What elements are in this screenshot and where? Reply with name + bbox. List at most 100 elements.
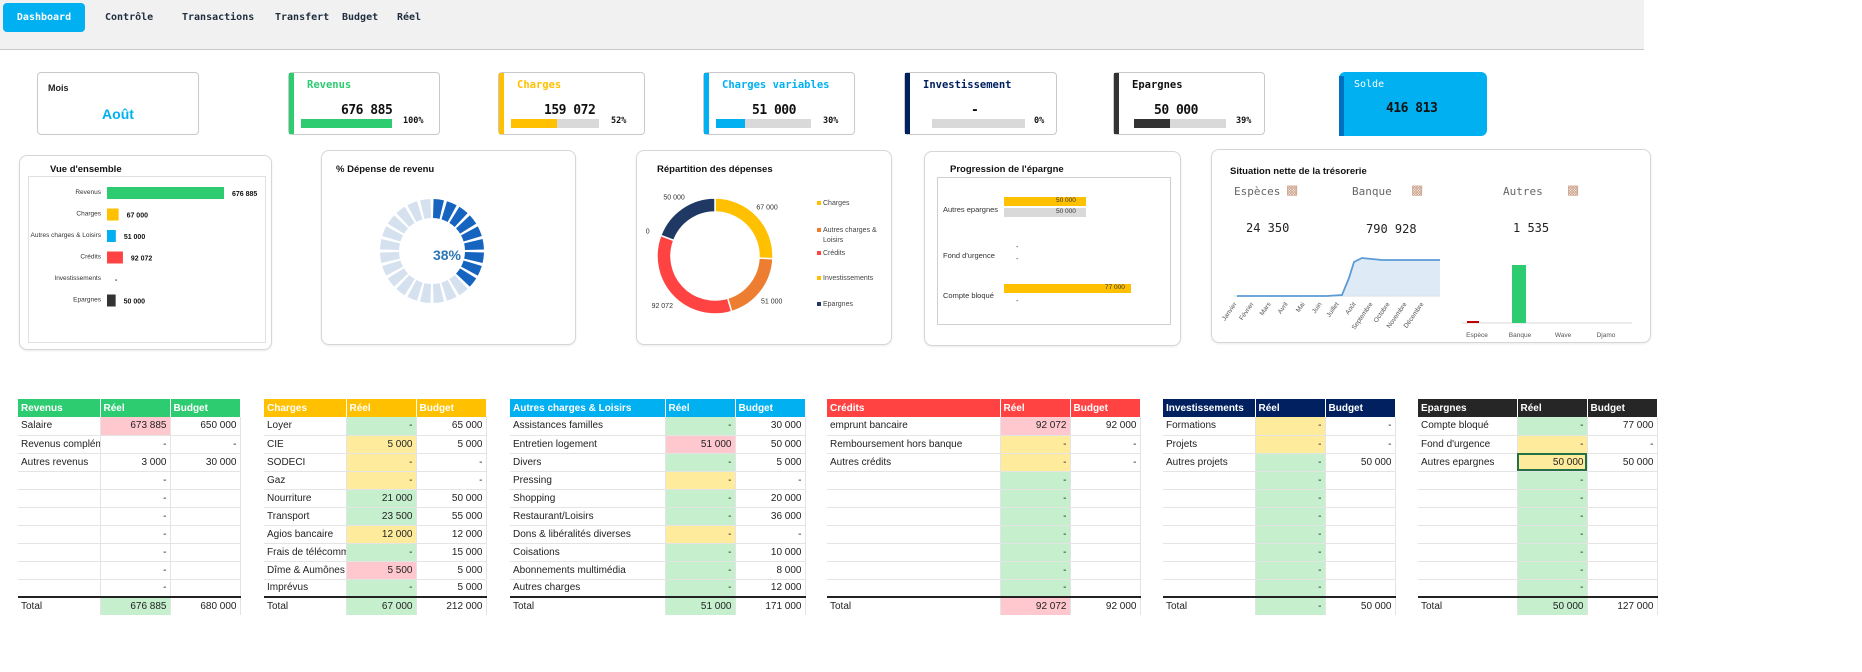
table-cell[interactable]: SODECI (264, 453, 347, 472)
table-cell[interactable]: 92 000 (1070, 417, 1141, 436)
kpi-card-investissement[interactable]: Investissement - 0% (904, 72, 1057, 135)
table-cell[interactable] (1163, 543, 1256, 562)
table-cell[interactable]: 5 000 (416, 561, 487, 580)
table-cell[interactable]: Assistances familles (510, 417, 666, 436)
table-cell[interactable]: Loyer (264, 417, 347, 436)
table-cell[interactable]: Coisations (510, 543, 666, 562)
table-total-cell[interactable]: Total (18, 596, 101, 615)
table-cell[interactable]: Formations (1163, 417, 1256, 436)
table-cell[interactable]: - (665, 417, 736, 436)
table-cell[interactable] (1163, 525, 1256, 544)
table-cell[interactable]: 51 000 (665, 435, 736, 454)
table-cell[interactable]: - (100, 525, 171, 544)
table-cell[interactable]: - (665, 453, 736, 472)
table-cell[interactable] (1587, 561, 1658, 580)
table-cell[interactable]: - (1255, 543, 1326, 562)
table-cell[interactable]: - (416, 453, 487, 472)
table-cell[interactable]: - (346, 543, 417, 562)
table-cell[interactable]: 10 000 (735, 543, 806, 562)
table-cell[interactable] (1325, 507, 1396, 526)
table-cell[interactable]: 12 000 (735, 579, 806, 598)
table-cell[interactable]: - (1517, 579, 1588, 598)
table-cell[interactable]: - (1000, 507, 1071, 526)
table-cell[interactable]: - (1000, 561, 1071, 580)
table-cell[interactable]: - (100, 543, 171, 562)
table-cell[interactable]: - (346, 471, 417, 490)
table-cell[interactable]: - (665, 471, 736, 490)
table-total-cell[interactable]: Total (264, 596, 347, 615)
table-cell[interactable]: - (1587, 435, 1658, 454)
table-cell[interactable] (1163, 489, 1256, 508)
table-cell[interactable]: 55 000 (416, 507, 487, 526)
table-cell[interactable]: 15 000 (416, 543, 487, 562)
table-cell[interactable]: Divers (510, 453, 666, 472)
table-cell[interactable]: emprunt bancaire (827, 417, 1001, 436)
kpi-card-revenus[interactable]: Revenus 676 885 100% (288, 72, 440, 135)
table-cell[interactable]: Nourriture (264, 489, 347, 508)
table-cell[interactable] (1587, 489, 1658, 508)
table-cell[interactable]: - (170, 435, 241, 454)
table-cell[interactable] (1070, 471, 1141, 490)
table-cell[interactable]: Projets (1163, 435, 1256, 454)
table-cell[interactable]: - (1000, 435, 1071, 454)
table-total-cell[interactable]: Total (1163, 596, 1256, 615)
table-total-cell[interactable]: Total (827, 596, 1001, 615)
table-cell[interactable] (1418, 507, 1518, 526)
table-cell[interactable] (170, 579, 241, 598)
table-cell[interactable] (1587, 543, 1658, 562)
table-cell[interactable]: - (1255, 453, 1326, 472)
table-cell[interactable] (1070, 489, 1141, 508)
table-cell[interactable]: - (735, 471, 806, 490)
table-cell[interactable]: - (1517, 435, 1588, 454)
table-cell[interactable]: Frais de télécomm (264, 543, 347, 562)
table-cell[interactable]: - (346, 417, 417, 436)
table-cell[interactable]: 65 000 (416, 417, 487, 436)
table-cell[interactable]: - (100, 489, 171, 508)
table-cell[interactable]: - (100, 471, 171, 490)
table-cell[interactable]: - (1517, 507, 1588, 526)
table-cell[interactable] (1163, 471, 1256, 490)
table-cell[interactable]: - (735, 525, 806, 544)
table-total-cell[interactable]: 171 000 (735, 596, 806, 615)
table-cell[interactable] (18, 561, 101, 580)
table-cell[interactable] (1418, 543, 1518, 562)
table-cell[interactable]: - (1000, 525, 1071, 544)
table-cell[interactable]: - (665, 561, 736, 580)
table-cell[interactable]: - (100, 579, 171, 598)
table-cell[interactable] (18, 489, 101, 508)
table-cell[interactable]: - (1255, 489, 1326, 508)
tab-dashboard[interactable]: Dashboard (3, 3, 85, 32)
table-cell[interactable] (1070, 579, 1141, 598)
table-cell[interactable] (1587, 507, 1658, 526)
table-cell[interactable] (1418, 579, 1518, 598)
table-cell[interactable] (1070, 543, 1141, 562)
table-cell[interactable] (1163, 507, 1256, 526)
table-cell[interactable] (170, 471, 241, 490)
table-cell[interactable]: Agios bancaire (264, 525, 347, 544)
table-cell[interactable] (1163, 579, 1256, 598)
table-cell[interactable]: - (1255, 471, 1326, 490)
table-cell[interactable]: 12 000 (346, 525, 417, 544)
table-cell[interactable]: 23 500 (346, 507, 417, 526)
table-cell[interactable]: 50 000 (1587, 453, 1658, 472)
table-cell[interactable]: 20 000 (735, 489, 806, 508)
tab-budget[interactable]: Budget (342, 12, 379, 23)
table-cell[interactable] (1325, 489, 1396, 508)
table-cell[interactable] (1587, 525, 1658, 544)
table-cell[interactable]: - (1000, 543, 1071, 562)
table-cell[interactable]: CIE (264, 435, 347, 454)
table-cell[interactable] (1418, 471, 1518, 490)
table-cell[interactable]: - (1070, 453, 1141, 472)
table-cell[interactable] (1325, 525, 1396, 544)
table-cell[interactable]: Gaz (264, 471, 347, 490)
month-card[interactable]: Mois Août (37, 72, 199, 135)
table-cell[interactable]: Remboursement hors banque (827, 435, 1001, 454)
table-cell[interactable] (18, 507, 101, 526)
table-cell[interactable] (827, 471, 1001, 490)
table-cell[interactable] (1587, 471, 1658, 490)
table-total-cell[interactable]: 51 000 (665, 596, 736, 615)
table-cell[interactable]: - (1517, 471, 1588, 490)
table-cell[interactable]: - (1517, 543, 1588, 562)
table-cell[interactable]: 50 000 (735, 435, 806, 454)
table-cell[interactable]: Shopping (510, 489, 666, 508)
